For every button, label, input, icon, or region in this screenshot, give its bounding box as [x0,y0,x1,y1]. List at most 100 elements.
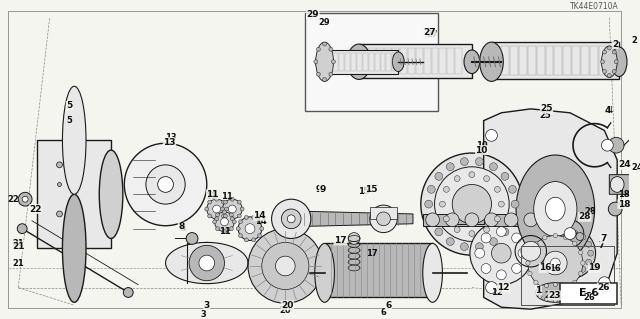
Ellipse shape [232,220,236,224]
Ellipse shape [486,282,497,293]
Ellipse shape [223,199,242,219]
Ellipse shape [260,227,264,231]
Ellipse shape [486,130,497,141]
Ellipse shape [124,287,133,297]
Ellipse shape [146,165,185,204]
Ellipse shape [534,273,543,283]
Ellipse shape [314,60,317,64]
Text: 27: 27 [423,28,436,37]
Ellipse shape [216,213,220,217]
Ellipse shape [545,284,548,288]
Ellipse shape [316,47,320,51]
Bar [324,50,398,74]
Ellipse shape [497,227,506,236]
Ellipse shape [580,266,586,272]
Text: 18: 18 [618,200,630,209]
Ellipse shape [58,182,61,186]
Text: 21: 21 [12,242,24,251]
Ellipse shape [229,227,234,231]
Bar [521,246,614,305]
Bar [324,243,433,297]
Ellipse shape [230,197,234,201]
Ellipse shape [444,216,449,222]
Text: 3: 3 [201,309,207,319]
Bar [424,48,431,74]
Ellipse shape [534,280,538,285]
Text: 15: 15 [358,187,370,196]
Ellipse shape [543,286,547,291]
Bar [598,46,606,76]
Ellipse shape [348,233,360,244]
Ellipse shape [316,49,333,75]
Ellipse shape [545,228,596,279]
Bar [392,53,397,70]
Bar [440,48,446,74]
Text: 8: 8 [179,224,185,233]
Bar [339,53,344,70]
Ellipse shape [240,207,244,211]
Text: 16: 16 [550,264,561,273]
Bar [359,44,472,78]
Ellipse shape [421,153,523,255]
Ellipse shape [223,230,227,234]
Ellipse shape [512,263,522,273]
Ellipse shape [588,250,594,256]
Ellipse shape [543,235,547,240]
Ellipse shape [545,197,565,221]
Ellipse shape [569,286,573,291]
Bar [519,46,527,76]
Polygon shape [166,242,248,284]
Bar [416,48,423,74]
Bar [333,53,339,70]
Ellipse shape [469,172,475,178]
Text: E-6: E-6 [579,288,599,299]
Ellipse shape [221,200,225,204]
Text: 16: 16 [540,263,552,272]
Ellipse shape [475,248,484,258]
Ellipse shape [470,222,532,285]
Ellipse shape [332,60,335,64]
Ellipse shape [22,196,28,202]
Polygon shape [484,109,617,309]
Bar [37,140,111,248]
Ellipse shape [490,163,497,171]
Ellipse shape [495,186,500,192]
Text: 24: 24 [631,163,640,172]
Ellipse shape [611,177,624,192]
Text: 4: 4 [604,106,611,115]
Bar [510,46,518,76]
Ellipse shape [528,271,532,276]
Text: 14: 14 [253,211,266,220]
Ellipse shape [598,277,611,289]
Ellipse shape [611,47,627,77]
Bar [455,48,462,74]
Bar [370,207,397,219]
Text: 26: 26 [597,283,610,292]
Text: 23: 23 [545,291,556,300]
Bar [560,283,617,304]
Ellipse shape [223,214,227,218]
Ellipse shape [602,46,617,78]
Ellipse shape [238,217,262,241]
Bar [376,48,383,74]
Ellipse shape [539,213,552,227]
Ellipse shape [476,158,483,166]
Ellipse shape [205,207,209,211]
Ellipse shape [19,192,32,206]
Ellipse shape [56,162,63,168]
Bar [537,46,545,76]
Ellipse shape [248,229,323,303]
Ellipse shape [440,201,445,207]
Ellipse shape [553,288,557,293]
Ellipse shape [534,182,577,236]
Text: 2: 2 [612,40,618,48]
Bar [492,42,619,79]
Ellipse shape [464,50,480,74]
Text: 13: 13 [164,133,176,142]
Ellipse shape [207,199,227,219]
Ellipse shape [553,233,557,238]
Ellipse shape [236,227,240,231]
Ellipse shape [237,200,241,204]
Ellipse shape [282,209,301,229]
Ellipse shape [536,283,575,302]
